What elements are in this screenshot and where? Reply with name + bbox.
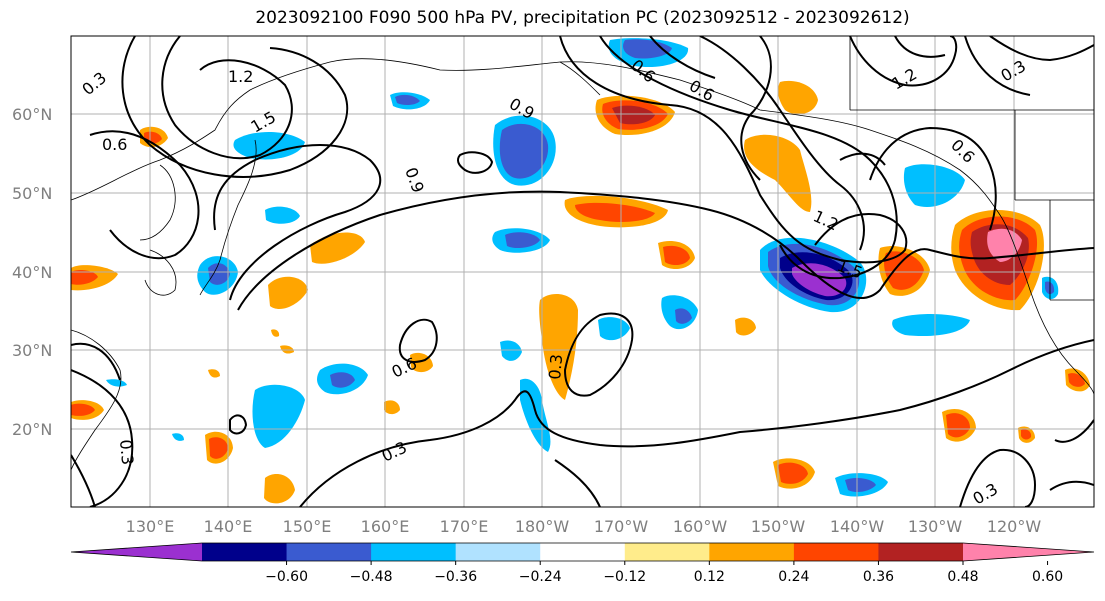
lon-label: 170°E	[440, 517, 489, 536]
colorbar-outline	[70, 542, 1095, 562]
coastlines	[71, 36, 1094, 471]
pos-blob	[1021, 429, 1032, 440]
colorbar-segment	[202, 543, 288, 561]
colorbar-tick-label: 0.48	[947, 569, 978, 585]
pos-blob	[575, 202, 655, 222]
colorbar-extend-min	[71, 543, 202, 561]
pos-blob	[987, 228, 1022, 262]
pos-blob	[884, 251, 924, 290]
colorbar-segment	[709, 543, 795, 561]
neg-blob	[233, 131, 305, 160]
colorbar-segment	[793, 543, 879, 561]
pos-blob	[539, 294, 578, 400]
lon-label: 120°W	[987, 517, 1042, 536]
lat-label: 60°N	[12, 105, 52, 124]
colorbar-tick-label: −0.60	[265, 569, 308, 585]
pos-blob	[268, 276, 308, 309]
colorbar-ticks: −0.60 −0.48 −0.36 −0.24 −0.12 0.12 0.24 0.36 0.4…	[265, 561, 1063, 585]
lon-label: 140°W	[830, 517, 885, 536]
contour-label: 1.2	[228, 67, 253, 86]
neg-blob	[395, 94, 420, 106]
contour-label: 0.3	[545, 353, 566, 380]
colorbar-segment	[878, 543, 964, 561]
neg-blob	[265, 206, 300, 224]
colorbar-tick-label: −0.36	[434, 569, 477, 585]
colorbar-tick-label: −0.48	[350, 569, 393, 585]
lat-label: 50°N	[12, 184, 52, 203]
lon-label: 140°E	[204, 517, 253, 536]
pos-blob	[946, 413, 970, 438]
pos-blob	[777, 80, 818, 115]
lon-label: 160°E	[361, 517, 410, 536]
neg-blob	[505, 232, 540, 248]
colorbar-segment	[286, 543, 372, 561]
colorbar-tick-label: 0.36	[863, 569, 894, 585]
pos-blob	[264, 474, 295, 504]
colorbar-tick-label: −0.12	[603, 569, 646, 585]
neg-blob	[208, 263, 230, 285]
colorbar-segment	[540, 543, 626, 561]
neg-blob	[252, 384, 305, 448]
pos-blob	[384, 400, 400, 415]
colorbar-segment	[624, 543, 710, 561]
lon-label: 150°W	[751, 517, 806, 536]
lon-label: 130°E	[126, 517, 175, 536]
lon-label: 130°W	[908, 517, 963, 536]
neg-blob	[845, 477, 876, 493]
lon-label: 160°W	[673, 517, 728, 536]
pos-blob	[71, 269, 98, 285]
pos-blob	[778, 462, 808, 484]
neg-blob	[500, 340, 522, 361]
neg-blob	[623, 39, 672, 59]
neg-blob	[598, 317, 630, 341]
lon-label: 180°W	[515, 517, 570, 536]
pos-blob	[209, 437, 228, 459]
neg-blob	[675, 308, 692, 324]
pos-blob	[280, 345, 294, 354]
neg-blob	[1045, 281, 1055, 295]
colorbar-tick-label: −0.24	[519, 569, 562, 585]
neg-blob	[903, 164, 965, 208]
colorbar	[70, 542, 1095, 562]
latitude-labels: 60°N 50°N 40°N 30°N 20°N	[12, 105, 52, 439]
pos-blob	[735, 317, 756, 336]
pos-blob	[1068, 373, 1085, 387]
pos-blob	[310, 232, 365, 264]
neg-blob	[330, 372, 355, 388]
longitude-labels: 130°E 140°E 150°E 160°E 170°E 180°W 170°…	[126, 517, 1042, 536]
pos-blob	[208, 369, 220, 378]
lat-label: 30°N	[12, 341, 52, 360]
colorbar-extend-max	[963, 543, 1094, 561]
neg-blob	[892, 314, 970, 337]
neg-blob	[106, 379, 127, 387]
colorbar-segment	[371, 543, 457, 561]
pos-blob	[612, 105, 655, 125]
contour-label: 0.6	[102, 135, 127, 154]
neg-blob	[520, 378, 551, 452]
map-title: 2023092100 F090 500 hPa PV, precipitatio…	[255, 8, 910, 28]
neg-blob	[499, 123, 549, 179]
contour-label: 0.3	[116, 439, 137, 466]
colorbar-tick-label: 0.24	[778, 569, 809, 585]
colorbar-tick-label: 0.12	[694, 569, 725, 585]
pos-blob	[271, 329, 280, 337]
plot-frame	[70, 35, 1095, 508]
lon-label: 170°W	[594, 517, 649, 536]
colorbar-tick-label: 0.60	[1032, 569, 1063, 585]
lat-label: 20°N	[12, 420, 52, 439]
pv-contours	[71, 36, 1094, 507]
lat-label: 40°N	[12, 263, 52, 282]
pos-blob	[663, 245, 690, 266]
pos-blob	[71, 403, 95, 416]
lon-label: 150°E	[283, 517, 332, 536]
neg-blob	[172, 433, 184, 441]
colorbar-segment	[455, 543, 541, 561]
